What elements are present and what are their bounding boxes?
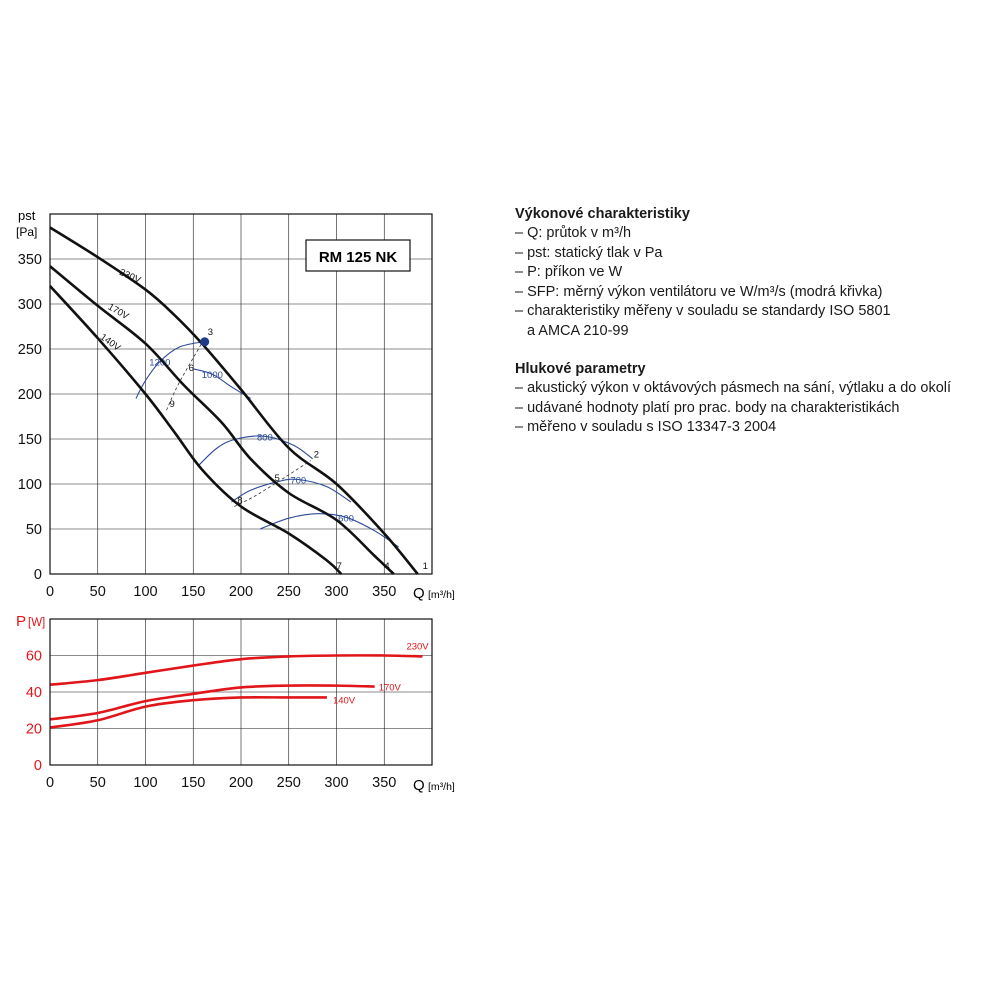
top-ylabel: pst	[18, 208, 36, 223]
legend-p: – P: příkon ve W	[515, 264, 623, 280]
x-tick-label: 350	[372, 775, 396, 791]
legend-standards-cont: a AMCA 210-99	[527, 322, 629, 339]
bottom-ylabel-unit: [W]	[28, 617, 45, 629]
sfp-curve	[135, 341, 203, 399]
curve-voltage-label: 170V	[106, 302, 131, 323]
performance-heading: Výkonové charakteristiky	[515, 206, 690, 222]
x-tick-label: 150	[181, 584, 205, 600]
noise-item-2: – udávané hodnoty platí pro prac. body n…	[515, 399, 900, 416]
x-tick-label: 250	[277, 775, 301, 791]
operating-point-label: 3	[208, 327, 213, 338]
legend-q: – Q: průtok v m³/h	[515, 225, 632, 241]
pressure-curve-170V	[49, 265, 395, 575]
power-curve-170V	[49, 684, 375, 721]
noise-item-3: – měřeno v souladu s ISO 13347-3 2004	[515, 419, 777, 435]
bottom-ylabel: P	[16, 613, 26, 630]
operating-point-label: 8	[237, 496, 242, 507]
legend-sfp: – SFP: měrný výkon ventilátoru ve W/m³/s…	[515, 283, 883, 300]
power-curves: 230V 170V 140V	[49, 641, 429, 729]
sfp-curve	[231, 478, 352, 503]
top-ylabel-unit: [Pa]	[16, 225, 37, 239]
operating-point-label: 4	[384, 561, 389, 572]
legend-pst: – pst: statický tlak v Pa	[515, 244, 663, 261]
chart-title: RM 125 NK	[319, 249, 398, 266]
y-tick-label: 20	[26, 722, 42, 738]
y-tick-label: 0	[34, 567, 42, 583]
x-tick-label: 200	[229, 584, 253, 600]
operating-point-label: 1	[423, 561, 428, 572]
y-tick-label: 0	[34, 758, 42, 774]
operating-point-label: 6	[189, 363, 194, 374]
bottom-xlabel: Q	[413, 777, 425, 794]
description-panel: Výkonové charakteristiky – Q: průtok v m…	[515, 204, 995, 438]
top-labels: 0 50 100 150 200 250 300 350 0 50 100 150 200 250 300 3…	[18, 252, 397, 600]
x-tick-label: 0	[46, 775, 54, 791]
top-xlabel: Q	[413, 585, 425, 602]
x-tick-label: 200	[229, 775, 253, 791]
y-tick-label: 250	[18, 342, 42, 358]
x-tick-label: 100	[133, 775, 157, 791]
x-tick-label: 100	[133, 584, 157, 600]
pressure-curve-230V	[49, 226, 419, 575]
pressure-curve-140V	[49, 285, 343, 575]
operating-point-label: 2	[314, 450, 319, 461]
y-tick-label: 40	[26, 685, 42, 701]
x-tick-label: 300	[324, 775, 348, 791]
x-tick-label: 50	[90, 775, 106, 791]
top-plot-frame	[49, 213, 433, 575]
noise-item-1: – akustický výkon v oktávových pásmech n…	[515, 380, 952, 396]
x-tick-label: 250	[277, 584, 301, 600]
bottom-xlabel-unit: [m³/h]	[428, 781, 455, 793]
power-voltage-label: 140V	[333, 695, 356, 706]
sfp-curve	[259, 513, 399, 548]
top-grid	[49, 214, 432, 575]
y-tick-label: 50	[26, 522, 42, 538]
sfp-curve	[193, 368, 251, 399]
sfp-label: 1200	[149, 358, 170, 369]
y-tick-label: 200	[18, 387, 42, 403]
power-flow-chart: 230V 170V 140V 0 50 100 150 200 250 300 350 0 20 40 6…	[16, 613, 455, 794]
power-voltage-label: 170V	[379, 683, 402, 694]
power-curve-140V	[49, 695, 327, 729]
sfp-label: 800	[257, 432, 273, 443]
bottom-plot-frame	[49, 618, 433, 766]
operating-line	[166, 338, 206, 411]
operating-point-label: 5	[275, 473, 280, 484]
x-tick-label: 50	[90, 584, 106, 600]
y-tick-label: 150	[18, 432, 42, 448]
x-tick-label: 300	[324, 584, 348, 600]
y-tick-label: 100	[18, 477, 42, 493]
top-xlabel-unit: [m³/h]	[428, 589, 455, 601]
power-curve-230V	[49, 654, 423, 686]
sfp-curves: 1200 1000 800 700 600	[135, 341, 399, 548]
x-tick-label: 150	[181, 775, 205, 791]
x-tick-label: 350	[372, 584, 396, 600]
y-tick-label: 300	[18, 297, 42, 313]
highlight-point	[200, 337, 210, 347]
noise-heading: Hlukové parametry	[515, 361, 646, 377]
bottom-labels: 0 50 100 150 200 250 300 350 0 20 40 60	[26, 649, 396, 792]
sfp-label: 600	[338, 513, 354, 524]
legend-standards: – charakteristiky měřeny v souladu se st…	[515, 303, 891, 319]
y-tick-label: 350	[18, 252, 42, 268]
sfp-label: 1000	[202, 370, 223, 381]
bottom-grid	[49, 619, 432, 766]
operating-point-label: 7	[337, 561, 342, 572]
y-tick-label: 60	[26, 649, 42, 665]
sfp-curve	[197, 435, 313, 467]
operating-point-label: 9	[170, 399, 175, 410]
x-tick-label: 0	[46, 584, 54, 600]
power-voltage-label: 230V	[406, 641, 429, 652]
sfp-label: 700	[290, 476, 306, 487]
chart-title-box	[305, 239, 411, 272]
